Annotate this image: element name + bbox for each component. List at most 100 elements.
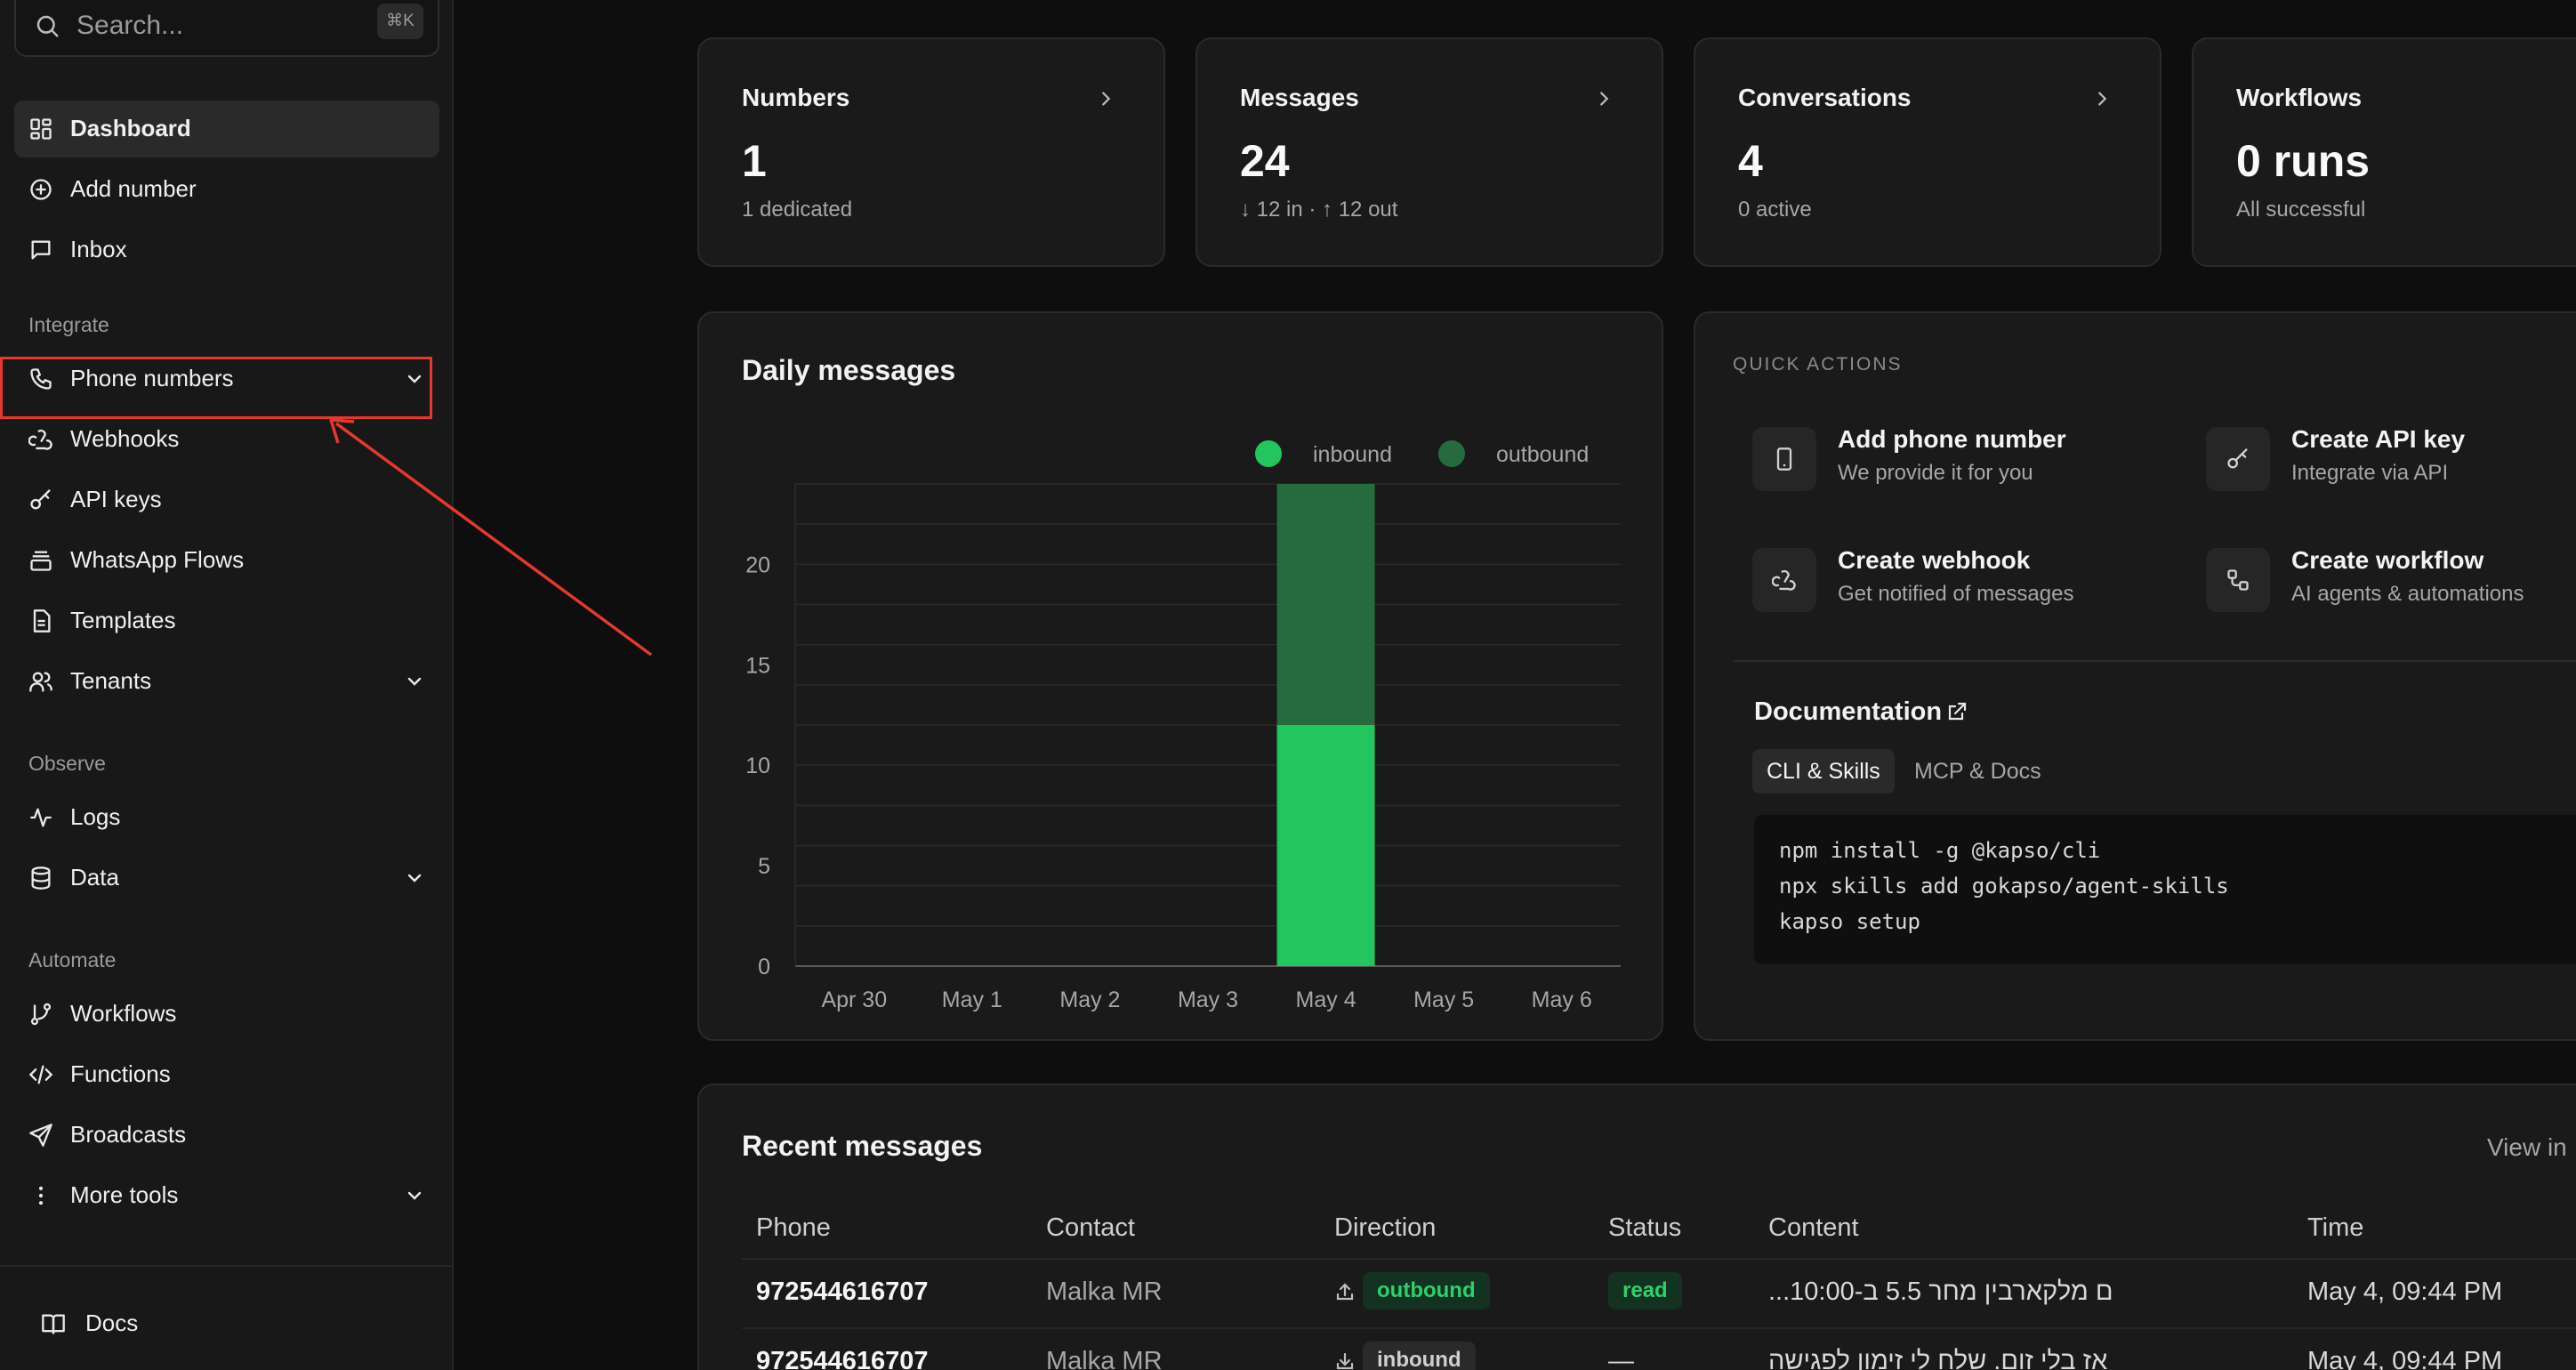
y-tick-label: 5 <box>758 854 770 879</box>
database-icon <box>28 866 53 890</box>
sidebar-item-label: Data <box>70 864 119 890</box>
stat-sub: ↓ 12 in · ↑ 12 out <box>1240 197 1398 222</box>
tab-mcp-docs[interactable]: MCP & Docs <box>1914 759 2041 784</box>
sidebar-item-label: Webhooks <box>70 425 180 452</box>
qa-create-api-key[interactable]: Create API key Integrate via API <box>2206 420 2576 500</box>
status-text: — <box>1608 1347 1634 1370</box>
stat-sub: 0 active <box>1738 197 1812 222</box>
external-link-icon[interactable] <box>1946 701 1968 727</box>
sidebar-item-inbox[interactable]: Inbox <box>14 222 439 278</box>
stat-card-messages[interactable]: Messages 24 ↓ 12 in · ↑ 12 out <box>1195 37 1663 267</box>
documentation-title[interactable]: Documentation <box>1754 697 1943 726</box>
users-icon <box>28 669 53 694</box>
stat-sub: All successful <box>2236 197 2366 222</box>
y-tick-label: 10 <box>745 754 770 778</box>
sidebar-item-label: Add number <box>70 175 197 202</box>
sidebar-item-label: Workflows <box>70 1000 177 1027</box>
chevron-right-icon <box>1096 89 1115 113</box>
recent-messages-title: Recent messages <box>742 1130 983 1162</box>
y-tick-label: 0 <box>758 955 770 979</box>
sidebar-item-webhooks[interactable]: Webhooks <box>14 411 439 468</box>
qa-sub: Get notified of messages <box>1838 582 2074 606</box>
sidebar-item-label: Tenants <box>70 667 152 694</box>
sidebar: Search... ⌘K Dashboard Add number Inbox … <box>0 0 454 1370</box>
search-icon <box>34 12 60 39</box>
column-header-content[interactable]: Content <box>1768 1213 1859 1242</box>
chevron-down-icon[interactable] <box>404 867 425 889</box>
qa-create-webhook[interactable]: Create webhook Get notified of messages <box>1752 541 2179 621</box>
sidebar-item-add-number[interactable]: Add number <box>14 161 439 218</box>
sidebar-item-label: Templates <box>70 607 176 633</box>
chevron-down-icon[interactable] <box>404 671 425 692</box>
x-tick-label: May 5 <box>1413 987 1474 1012</box>
legend-label-outbound: outbound <box>1496 442 1589 467</box>
sidebar-item-broadcasts[interactable]: Broadcasts <box>14 1107 439 1164</box>
search-box[interactable]: Search... ⌘K <box>14 0 439 57</box>
qa-title: Create workflow <box>2291 546 2484 574</box>
bar-outbound <box>1276 484 1375 725</box>
cell-time: May 4, 09:44 PM <box>2307 1347 2503 1370</box>
sidebar-item-whatsapp-flows[interactable]: WhatsApp Flows <box>14 532 439 589</box>
quick-actions-heading: QUICK ACTIONS <box>1733 354 1903 375</box>
quick-actions-card: QUICK ACTIONS Add phone number We provid… <box>1694 311 2576 1041</box>
sidebar-item-label: Inbox <box>70 236 127 262</box>
daily-messages-card: Daily messages 0 5 10 15 20 Apr 30 May 1 May 2 M… <box>697 311 1663 1041</box>
chevron-down-icon[interactable] <box>404 1185 425 1206</box>
qa-sub: AI agents & automations <box>2291 582 2524 606</box>
search-placeholder: Search... <box>76 11 184 40</box>
plus-circle-icon <box>28 177 53 202</box>
webhook-icon <box>1752 548 1816 612</box>
legend-swatch-inbound <box>1255 440 1282 467</box>
sidebar-item-label: API keys <box>70 486 162 512</box>
stat-value: 24 <box>1240 136 1290 186</box>
sidebar-item-templates[interactable]: Templates <box>14 592 439 649</box>
sidebar-item-api-keys[interactable]: API keys <box>14 471 439 528</box>
sidebar-item-phone-numbers[interactable]: Phone numbers <box>14 351 439 407</box>
status-badge: read <box>1608 1272 1682 1310</box>
x-tick-label: Apr 30 <box>821 987 887 1012</box>
column-header-time[interactable]: Time <box>2307 1213 2364 1242</box>
cell-content: ם מלקארבין מחר 5.5 ב-10:00... <box>1768 1277 2113 1306</box>
sidebar-item-data[interactable]: Data <box>14 850 439 907</box>
x-tick-label: May 3 <box>1178 987 1238 1012</box>
direction-badge: outbound <box>1363 1272 1490 1310</box>
qa-title: Add phone number <box>1838 425 2066 453</box>
sidebar-item-docs[interactable]: Docs <box>27 1295 294 1352</box>
sidebar-item-more-tools[interactable]: More tools <box>14 1167 439 1224</box>
sidebar-item-dashboard[interactable]: Dashboard <box>14 101 439 157</box>
stat-card-conversations[interactable]: Conversations 4 0 active <box>1694 37 2161 267</box>
column-header-contact[interactable]: Contact <box>1046 1213 1135 1242</box>
activity-icon <box>28 805 53 830</box>
smartphone-icon <box>1752 427 1816 491</box>
sidebar-item-tenants[interactable]: Tenants <box>14 653 439 710</box>
column-header-phone[interactable]: Phone <box>756 1213 831 1242</box>
stat-card-workflows[interactable]: Workflows 0 runs All successful <box>2192 37 2576 267</box>
code-line: kapso setup <box>1779 909 1920 934</box>
cell-time: May 4, 09:44 PM <box>2307 1277 2503 1306</box>
qa-add-phone-number[interactable]: Add phone number We provide it for you <box>1752 420 2179 500</box>
code-line: npm install -g @kapso/cli <box>1779 838 2101 863</box>
sidebar-item-logs[interactable]: Logs <box>14 789 439 846</box>
search-shortcut-badge: ⌘K <box>377 4 423 39</box>
sidebar-item-workflows[interactable]: Workflows <box>14 986 439 1043</box>
code-snippet[interactable]: npm install -g @kapso/cli npx skills add… <box>1754 815 2576 964</box>
sidebar-item-label: More tools <box>70 1181 179 1208</box>
column-header-status[interactable]: Status <box>1608 1213 1682 1242</box>
stat-title: Workflows <box>2236 84 2363 111</box>
stat-card-numbers[interactable]: Numbers 1 1 dedicated <box>697 37 1165 267</box>
sidebar-item-functions[interactable]: Functions <box>14 1046 439 1103</box>
cell-contact: Malka MR <box>1046 1347 1163 1370</box>
view-inbox-link[interactable]: View in <box>2487 1133 2567 1161</box>
recent-messages-card: Recent messages View in Phone Contact Di… <box>697 1084 2576 1370</box>
x-tick-label: May 2 <box>1059 987 1120 1012</box>
column-header-direction[interactable]: Direction <box>1334 1213 1437 1242</box>
y-tick-label: 15 <box>745 653 770 678</box>
tab-cli-skills[interactable]: CLI & Skills <box>1752 749 1895 794</box>
x-tick-label: May 6 <box>1532 987 1592 1012</box>
sidebar-divider <box>0 1265 452 1267</box>
code-line: npx skills add gokapso/agent-skills <box>1779 874 2229 899</box>
x-tick-label: May 1 <box>942 987 1002 1012</box>
qa-create-workflow[interactable]: Create workflow AI agents & automations <box>2206 541 2576 621</box>
chevron-down-icon[interactable] <box>404 368 425 390</box>
chevron-right-icon <box>1594 89 1614 113</box>
